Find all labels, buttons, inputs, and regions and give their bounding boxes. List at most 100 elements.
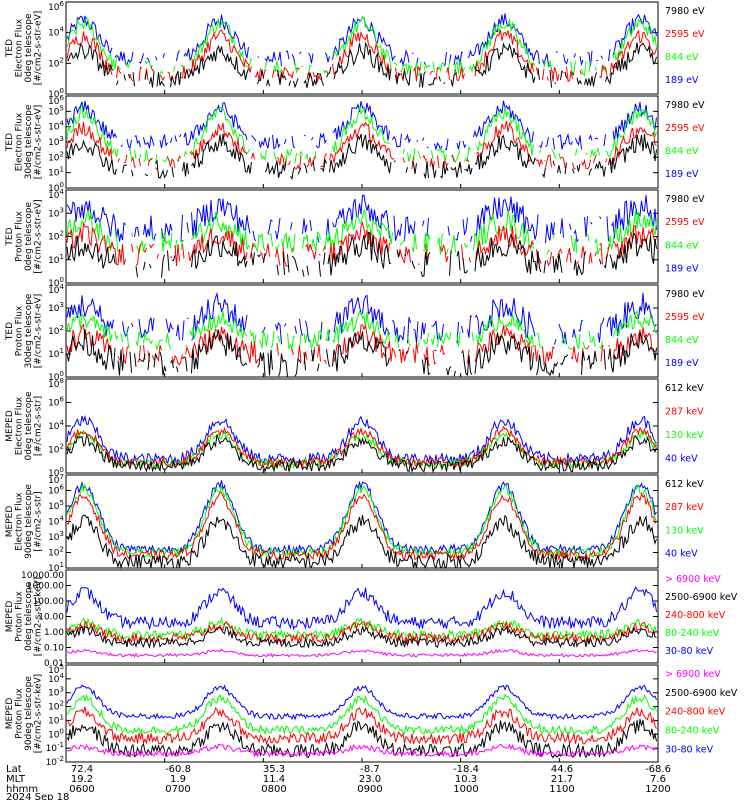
y-tick-label: 102 [48,443,64,456]
legend-entry: 7980 eV [665,289,705,300]
legend-entry: 844 eV [665,52,699,63]
ephemeris-lat-value: -60.8 [165,764,191,775]
y-tick-label: 1.00 [44,628,64,638]
series-trace-3 [66,323,657,366]
y-tick-label: 100 [48,276,64,289]
y-tick-label: 0.10 [44,644,64,654]
y-axis-label-line: 90deg telescope [24,676,34,751]
series-trace-5 [66,648,657,658]
ephemeris-mlt-value: 10.3 [455,774,477,785]
y-tick-label: 100 [48,727,64,740]
series-trace-1 [66,291,657,345]
y-tick-label: 101 [48,561,64,574]
series-trace-3 [66,221,657,267]
y-tick-label: 104 [48,672,64,685]
legend-entry: 612 keV [665,479,704,490]
y-axis-label: MEPED Proton Flux 90deg telescope [#/cm2-s-… [5,674,44,753]
ephemeris-hhmm-value: 1200 [645,784,670,795]
legend-entry: 844 eV [665,146,699,157]
series-trace-5 [66,743,657,758]
y-axis-label-line: Electron Flux [15,492,25,551]
legend-entry: 40 keV [665,454,698,465]
y-tick-label: 103 [48,301,64,314]
series-trace-4 [66,41,657,89]
series-trace-1 [66,194,657,244]
y-tick-label: 1000.00 [27,582,64,592]
legend-entry: 189 eV [665,358,699,369]
ephemeris-mlt-value: 7.6 [650,774,666,785]
ephemeris-hhmm-value: 0700 [165,784,190,795]
y-tick-label: 101 [48,347,64,360]
y-axis-label-line: 30deg telescope [24,104,34,179]
y-axis-label-line: 0deg telescope [24,582,34,652]
series-trace-1 [66,684,657,721]
ephemeris-mlt-value: 19.2 [71,774,93,785]
ephemeris-mlt-value: 23.0 [359,774,381,785]
legend-entry: 2500-6900 keV [665,592,738,603]
y-tick-label: 105 [48,663,64,676]
y-axis-label-line: MEPED [5,506,15,538]
y-axis-label: TED Electron Flux 0deg telescope [#/cm2-s-s… [5,11,44,86]
legend-entry: 130 keV [665,525,704,536]
y-axis-label-line: Proton Flux [15,211,25,262]
y-tick-label: 102 [48,230,64,243]
panel-3: 100 101 102 103 104 TED Proton Flux 0deg telesc… [5,188,705,289]
y-axis-label: TED Electron Flux 30deg telescope [#/cm2-s-… [5,104,44,179]
series-trace-2 [66,309,657,351]
panels-group: 100 102 104 106 TED Electron Flux 0deg telesco… [5,0,738,768]
y-tick-label: 107 [48,473,64,486]
y-tick-label: 104 [48,515,64,528]
y-axis-label-line: 0deg telescope [24,391,34,461]
y-tick-label: 100 [48,87,64,100]
series-trace-1 [66,100,657,152]
legend-entry: 189 eV [665,75,699,86]
y-tick-label: 106 [48,396,64,409]
y-tick-label: 105 [48,499,64,512]
y-tick-label: 104 [48,26,64,39]
y-axis-label-line: [#/cm2-s-str-eV] [34,105,44,180]
legend-entry: 2595 eV [665,217,705,228]
series-trace-4 [66,329,657,377]
y-axis-label: TED Proton Flux 0deg telescope [#/cm2-s-str… [5,199,44,274]
ephemeris-lat-value: -68.6 [645,764,671,775]
y-axis-label: TED Proton Flux 30deg telescope [#/cm2-s-st… [5,293,44,368]
y-tick-label: 102 [48,150,64,163]
ephemeris-hhmm-value: 0800 [261,784,286,795]
y-axis-label-line: 30deg telescope [24,293,34,368]
series-trace-2 [66,483,657,558]
ephemeris-mlt-value: 21.7 [551,774,573,785]
legend-entry: 7980 eV [665,194,705,205]
ephemeris-mlt-value: 1.9 [170,774,186,785]
series-trace-4 [66,133,657,180]
legend-entry: 2595 eV [665,29,705,40]
ephemeris-label-hhmm: hhmm [6,784,38,795]
series-trace-2 [66,16,657,78]
ephemeris-lat-value: -8.7 [360,764,380,775]
legend-entry: 80-240 keV [665,726,720,737]
y-tick-label: 102 [48,700,64,713]
series-trace-4 [66,231,657,278]
panel-4: 100 101 102 103 104 TED Proton Flux 30deg teles… [5,283,705,383]
legend-entry: 844 eV [665,335,699,346]
y-tick-label: 100.00 [33,597,65,607]
y-axis-label-line: Proton Flux [15,591,25,642]
date-label: 2024 Sep 18 [6,792,69,800]
legend-entry: 40 keV [665,549,698,560]
legend-entry: 130 keV [665,430,704,441]
y-tick-label: 106 [48,94,64,107]
y-axis-label: MEPED Electron Flux 0deg telescope [#/cm2-s… [5,391,44,461]
y-axis-label-line: MEPED [5,601,15,633]
y-tick-label: 102 [48,546,64,559]
legend-entry: 287 keV [665,502,704,513]
legend-entry: 240-800 keV [665,707,726,718]
legend-entry: 30-80 keV [665,646,714,657]
series-trace-3 [66,425,657,469]
legend-entry: 844 eV [665,240,699,251]
y-tick-label: 103 [48,135,64,148]
legend-entry: 612 keV [665,383,704,394]
